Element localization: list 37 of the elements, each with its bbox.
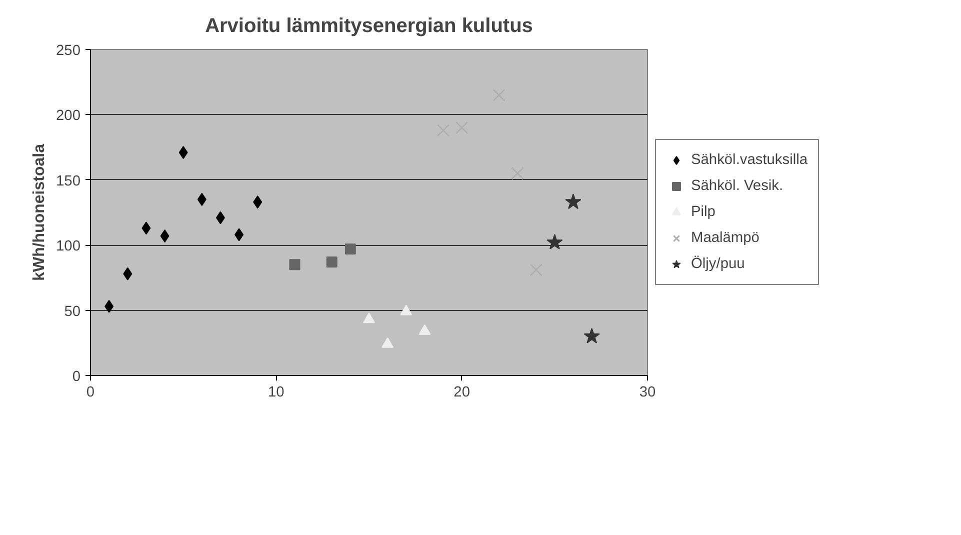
chart-title: Arvioitu lämmitysenergian kulutus	[205, 15, 533, 37]
x-tick-label: 10	[268, 384, 284, 400]
legend-label: Sähköl.vastuksilla	[691, 152, 808, 168]
point	[584, 328, 600, 344]
legend-label: Öljy/puu	[691, 256, 745, 272]
legend-label: Sähköl. Vesik.	[691, 178, 784, 194]
point	[363, 312, 375, 324]
point	[234, 228, 244, 242]
y-axis-title: kWh/huoneistoala	[31, 144, 48, 281]
legend-label: Maalämpö	[691, 230, 760, 246]
legend-label: Pilp	[691, 204, 716, 220]
point	[160, 229, 170, 242]
x-tick-label: 30	[639, 384, 656, 400]
point	[511, 166, 524, 180]
point	[216, 211, 225, 224]
y-tick-label: 150	[56, 173, 81, 190]
point	[123, 267, 132, 280]
point	[546, 234, 563, 250]
point	[142, 222, 151, 235]
point	[400, 304, 412, 316]
point	[418, 324, 431, 335]
point	[197, 192, 206, 206]
y-tick-label: 100	[56, 238, 81, 255]
point	[289, 259, 300, 270]
x-tick-label: 20	[454, 384, 470, 400]
y-tick-label: 200	[56, 108, 81, 124]
point	[326, 256, 338, 268]
point	[253, 196, 262, 209]
point	[565, 194, 582, 210]
point	[344, 244, 356, 255]
point	[382, 337, 394, 348]
y-tick-label: 250	[56, 43, 81, 59]
y-tick-label: 0	[72, 369, 81, 385]
y-tick-label: 50	[64, 304, 81, 320]
point	[104, 300, 114, 313]
point	[178, 146, 188, 160]
x-tick-label: 0	[86, 384, 95, 400]
